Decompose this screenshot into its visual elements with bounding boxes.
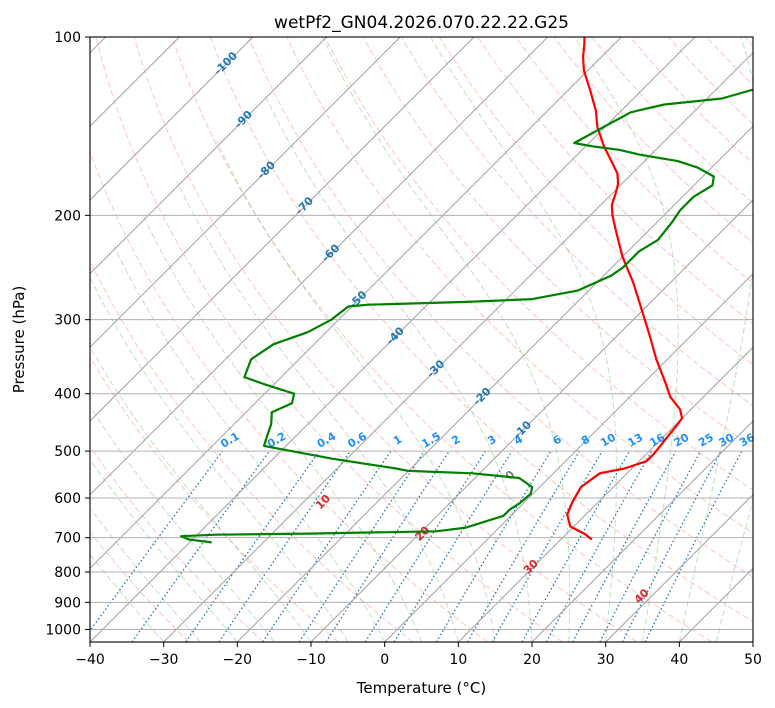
mixing-ratio-line — [90, 450, 223, 632]
isotherm-line — [90, 37, 401, 349]
dry-adiabat-line — [324, 37, 753, 491]
isotherm-line — [90, 37, 328, 275]
moist-adiabat-line — [176, 180, 459, 642]
isotherm-line — [90, 37, 254, 201]
y-tick-label: 300 — [54, 313, 81, 329]
mixing-ratio-line — [131, 450, 270, 642]
dewpoint-line — [180, 88, 753, 544]
isotherm-line — [605, 493, 753, 642]
mixing-ratio-lines — [90, 450, 743, 642]
dry-adiabat-line — [438, 37, 753, 366]
dry-adiabat-line — [90, 531, 190, 642]
y-tick-label: 1000 — [45, 622, 81, 638]
dry-adiabat-line — [90, 150, 488, 642]
dry-adiabat-line — [553, 37, 753, 244]
moist-adiabat-line — [90, 276, 349, 642]
pressure-gridlines — [90, 37, 753, 630]
mixing-ratio-line — [435, 450, 552, 642]
isotherm-line — [163, 51, 753, 642]
moist-adiabat-line — [90, 553, 165, 642]
dry-adiabat-line — [286, 37, 753, 534]
isotherm-line — [310, 199, 753, 642]
isotherm-line — [90, 37, 549, 496]
mixing-ratio-line — [185, 450, 320, 642]
chart-title: wetPf2_GN04.2026.070.22.22.G25 — [274, 13, 569, 33]
y-tick-label: 500 — [54, 444, 81, 460]
moist-adiabat-line — [142, 215, 422, 642]
moist-adiabat-line — [90, 345, 312, 642]
dry-adiabat-line — [629, 37, 753, 165]
moist-adiabat-line — [90, 405, 275, 642]
dry-adiabat-line — [248, 37, 753, 578]
plot-area: -100-90-80-70-60-50-40-30-20-100.1 0.2 0.4… — [90, 37, 757, 642]
moist-adiabat-line — [113, 245, 386, 642]
mixing-ratio-line — [491, 450, 603, 642]
moist-adiabat-line — [264, 94, 533, 642]
moist-adiabat-line — [430, 37, 617, 642]
moist-adiabat-line — [322, 37, 571, 642]
x-tick-label: −20 — [223, 652, 253, 668]
mixing-ratio-line — [466, 450, 580, 642]
moist-adiabat-line — [90, 458, 238, 642]
y-axis-label: Pressure (hPa) — [10, 286, 28, 394]
x-tick-label: 10 — [449, 652, 467, 668]
isotherm-line — [90, 37, 696, 642]
x-axis-label: Temperature (°C) — [356, 679, 486, 697]
y-tick-label: 200 — [54, 208, 81, 224]
x-tick-label: 0 — [380, 652, 389, 668]
y-tick-label: 700 — [54, 531, 81, 547]
dry-adiabat-line — [133, 37, 638, 642]
dry-adiabat-line — [90, 356, 339, 642]
dry-adiabat-line — [591, 37, 753, 204]
sounding-series — [180, 37, 753, 544]
isotherm-line — [531, 420, 753, 642]
mixing-ratio-line — [325, 450, 450, 642]
mixing-ratio-line — [521, 450, 631, 642]
dry-adiabat-line — [95, 37, 563, 642]
plot-frame — [89, 36, 754, 643]
x-tick-label: 40 — [670, 652, 688, 668]
dry-adiabat-line — [210, 37, 753, 623]
dry-adiabat-line — [477, 37, 753, 325]
x-tick-label: −10 — [296, 652, 326, 668]
mixing-ratio-line — [364, 450, 486, 642]
moist-adiabat-line — [574, 37, 679, 642]
temperature-line — [566, 37, 684, 541]
x-axis-ticks: −40 −30 −20 −10 0 10 20 30 40 50 — [75, 642, 762, 668]
y-axis-ticks: 100 200 300 400 500 600 700 800 900 1000 — [45, 30, 90, 638]
mixing-ratio-line — [218, 450, 351, 642]
x-tick-label: −40 — [75, 652, 105, 668]
y-tick-label: 100 — [54, 30, 81, 46]
mixing-ratio-label: 36 — [737, 431, 757, 450]
isotherm-line — [457, 346, 753, 642]
mixing-ratio-line — [572, 450, 677, 642]
isotherm-line — [384, 272, 753, 642]
mixing-ratio-line — [393, 450, 513, 642]
y-tick-label: 600 — [54, 491, 81, 507]
isotherms — [90, 37, 753, 642]
x-tick-label: 50 — [744, 652, 762, 668]
moist-adiabat-line — [678, 37, 753, 642]
y-tick-label: 900 — [54, 595, 81, 611]
x-tick-label: −30 — [149, 652, 179, 668]
isotherm-line — [90, 37, 622, 570]
dry-adiabat-line — [90, 259, 414, 642]
y-tick-label: 400 — [54, 387, 81, 403]
x-tick-label: 30 — [597, 652, 615, 668]
isotherm-line — [236, 125, 753, 642]
x-tick-label: 20 — [523, 652, 541, 668]
dry-adiabat-line — [400, 37, 753, 407]
dry-adiabat-line — [515, 37, 753, 284]
y-tick-label: 800 — [54, 565, 81, 581]
isotherm-line — [90, 37, 475, 422]
